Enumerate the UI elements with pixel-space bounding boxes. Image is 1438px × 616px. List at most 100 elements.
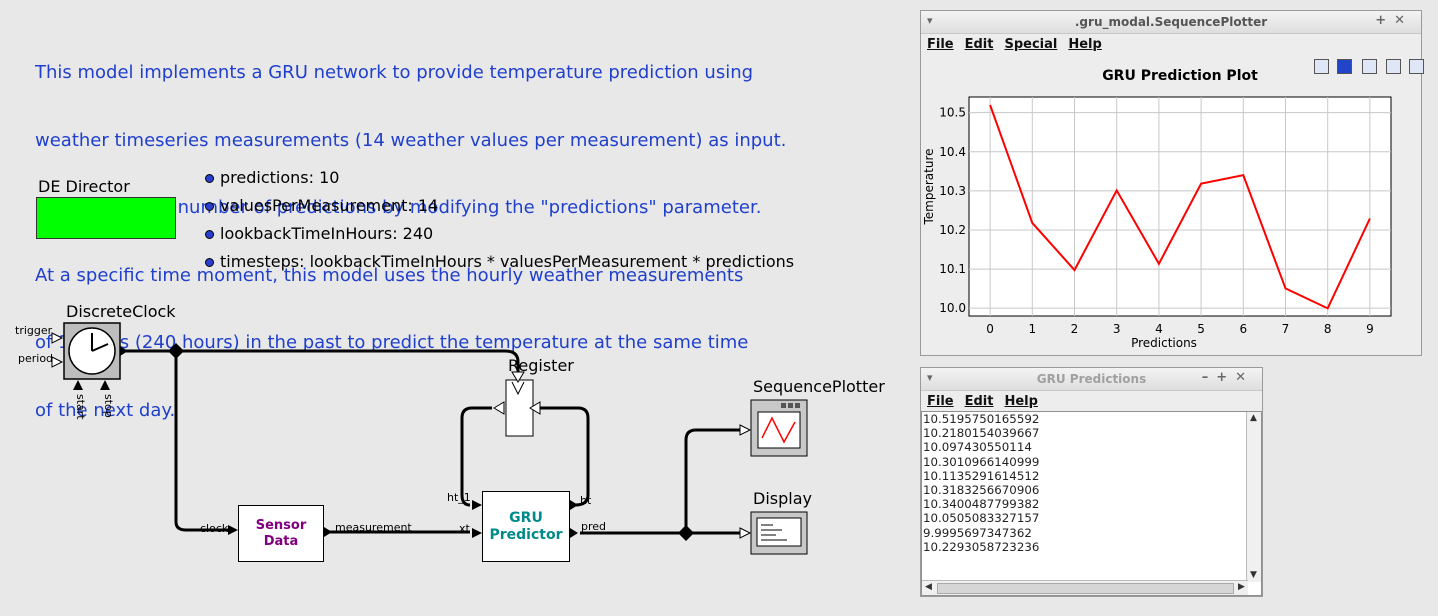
scroll-down-icon[interactable]: ▼ [1250,570,1257,580]
stop-port [100,380,110,390]
prediction-line: 10.1135291614512 [923,468,1040,483]
prediction-line: 10.5195750165592 [923,412,1040,426]
prediction-line: 10.3010966140999 [923,454,1040,469]
zoom-fit-icon[interactable] [1409,59,1424,74]
menu-edit[interactable]: Edit [964,393,994,409]
series-line [989,104,1371,310]
window-titlebar[interactable]: ▾ GRU Predictions –+✕ [921,368,1262,391]
menu-file[interactable]: File [927,36,954,52]
stop-port-label: stop [102,394,115,418]
sequence-plotter-label: SequencePlotter [753,377,885,396]
window-controls[interactable]: +✕ [1375,13,1413,28]
sequence-plotter-actor [739,399,808,457]
predictions-list: 10.5195750165592 10.2180154039667 10.09743… [922,412,1261,554]
trigger-port [51,332,64,344]
sensor-data-title: Sensor [255,517,307,533]
prediction-line: 10.2293058723236 [923,539,1040,554]
horizontal-scrollbar[interactable]: ◀ ▶ [922,580,1248,595]
sensor-data-actor[interactable]: Sensor Data [238,505,324,562]
x-tick-label: 2 [1071,322,1079,336]
menu-file[interactable]: File [927,393,954,409]
prediction-line: 10.097430550114 [923,440,1032,455]
period-port [51,356,64,368]
y-tick-label: 10.0 [939,301,966,315]
gru-predictor-title: Predictor [489,526,563,543]
plot-area [968,96,1392,317]
y-tick-label: 10.4 [939,145,966,159]
print-icon[interactable] [1314,59,1329,74]
plotter-menubar: File Edit Special Help [921,34,1421,54]
prediction-line: 9.9995697347362 [923,525,1032,540]
menu-help[interactable]: Help [1004,393,1038,409]
scroll-thumb[interactable] [937,583,1234,594]
window-title: GRU Predictions [1036,372,1147,386]
parameter-predictions[interactable]: predictions: 10 [205,164,794,192]
menu-edit[interactable]: Edit [964,36,994,52]
parameter-timesteps[interactable]: timesteps: lookbackTimeInHours * valuesP… [205,248,794,276]
description-line: This model implements a GRU network to p… [35,62,754,83]
x-tick-label: 8 [1324,322,1332,336]
ht-port-label: ht [580,494,592,507]
prediction-line: 10.3400487799382 [923,497,1040,512]
de-director[interactable] [36,197,176,239]
window-title: .gru_modal.SequencePlotter [1074,15,1268,29]
prediction-line: 10.3183256670906 [923,483,1040,498]
window-controls[interactable]: –+✕ [1201,370,1254,385]
director-label: DE Director [38,177,130,196]
window-titlebar[interactable]: ▾ .gru_modal.SequencePlotter +✕ [921,11,1421,34]
window-menu-icon[interactable]: ▾ [927,14,933,27]
x-tick-label: 3 [1113,322,1121,336]
register-actor [493,371,541,437]
parameter-text: lookbackTimeInHours: 240 [220,224,434,243]
predictions-text-area[interactable]: 10.5195750165592 10.2180154039667 10.09743… [921,411,1262,596]
y-tick-label: 10.1 [939,262,966,276]
window-menu-icon[interactable]: ▾ [927,371,933,384]
trigger-port-label: trigger [15,324,53,337]
relation-junction [168,343,184,359]
scroll-left-icon[interactable]: ◀ [925,582,932,592]
x-tick-label: 5 [1197,322,1205,336]
output-port [120,346,128,356]
gru-predictor-title: GRU [509,509,543,526]
xt-port-label: xt [459,522,470,535]
scroll-right-icon[interactable]: ▶ [1238,582,1245,592]
start-port-label: start [74,394,87,420]
fill-icon[interactable] [1386,59,1401,74]
model-diagram [51,322,808,555]
ht-1-port-label: ht_1 [447,491,471,504]
parameter-text: predictions: 10 [220,168,340,187]
sensor-data-title: Data [263,533,299,549]
vertical-scrollbar[interactable]: ▲ ▼ [1246,412,1261,582]
discrete-clock-label: DiscreteClock [66,302,176,321]
parameter-text: timesteps: lookbackTimeInHours * valuesP… [220,252,795,271]
gru-predictor-actor[interactable]: GRU Predictor [482,491,570,562]
y-tick-label: 10.3 [939,184,966,198]
gru-predictions-window: ▾ GRU Predictions –+✕ File Edit Help 10.… [920,367,1263,597]
menu-special[interactable]: Special [1004,36,1058,52]
menu-help[interactable]: Help [1068,36,1102,52]
measurement-port-label: measurement [335,521,412,534]
description-line: weather timeseries measurements (14 weat… [35,129,787,151]
prediction-line: 10.2180154039667 [923,426,1040,441]
discrete-clock-actor [51,322,128,390]
description-line: of the next day. [35,399,176,421]
relation-junction [678,525,694,541]
x-tick-label: 4 [1155,322,1163,336]
parameter-values-per-measurement[interactable]: valuesPerMeasurement: 14 [205,192,794,220]
sequence-plotter-window: ▾ .gru_modal.SequencePlotter +✕ File Edi… [920,10,1424,356]
scroll-up-icon[interactable]: ▲ [1250,413,1257,423]
predictions-menubar: File Edit Help [921,391,1262,411]
x-axis-label: Predictions [1131,336,1197,350]
register-label: Register [508,356,574,375]
parameter-text: valuesPerMeasurement: 14 [220,196,439,215]
x-tick-label: 7 [1282,322,1290,336]
bullet-icon [205,257,214,267]
parameter-lookback[interactable]: lookbackTimeInHours: 240 [205,220,794,248]
reset-axes-icon[interactable] [1337,59,1352,74]
y-tick-label: 10.5 [939,106,966,120]
y-axis-label: Temperature [922,148,936,225]
wire [126,349,740,535]
stem-plot-icon[interactable] [1362,59,1377,74]
clock-port-label: clock [200,522,229,535]
period-port-label: period [18,352,54,365]
